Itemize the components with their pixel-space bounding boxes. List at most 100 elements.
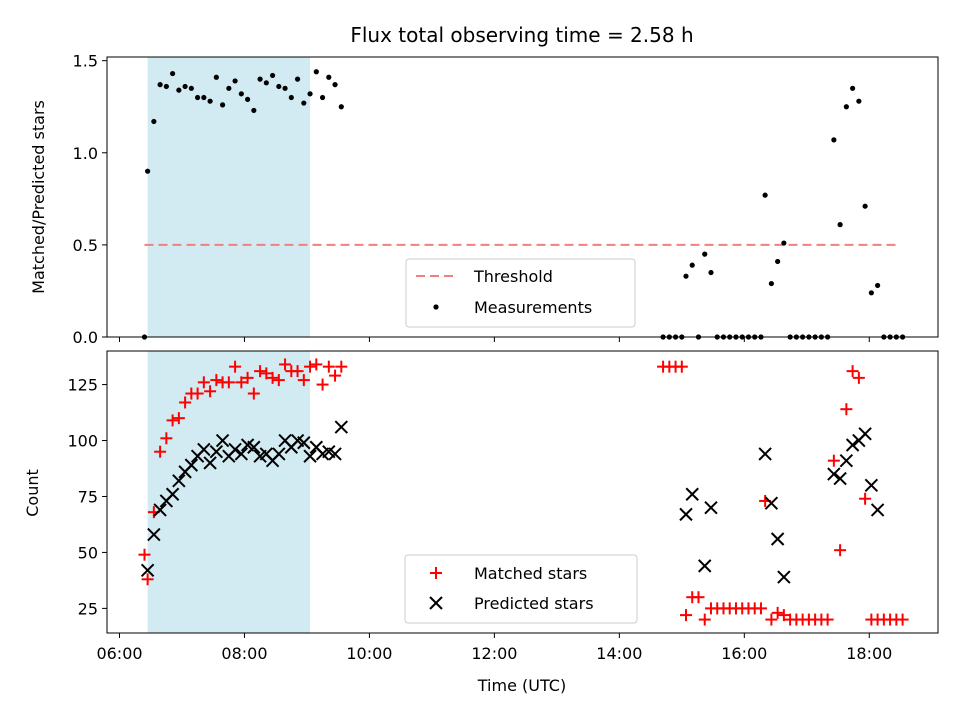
measurement-point: [319, 94, 326, 101]
measurement-point: [762, 192, 768, 198]
predicted-star-point: [704, 500, 718, 515]
bottom-y-tick-label: 100: [67, 432, 98, 451]
matched-star-point: [197, 376, 210, 389]
x-tick-label: 08:00: [221, 644, 267, 663]
matched-star-point: [266, 371, 279, 384]
matched-star-point: [846, 365, 859, 378]
top-y-tick-label: 1.5: [73, 52, 98, 71]
measurement-point: [781, 240, 787, 246]
threshold-legend-label: Threshold: [473, 267, 553, 286]
measurement-point: [775, 258, 781, 265]
matched-star-point: [679, 609, 692, 622]
matched-star-point: [771, 606, 784, 619]
measurement-point: [326, 74, 332, 80]
measurement-point: [188, 85, 194, 91]
predicted-star-point: [328, 447, 342, 461]
measurement-point: [875, 282, 881, 289]
measurement-point: [263, 80, 269, 86]
measurement-point: [170, 70, 176, 77]
predicted-star-point: [147, 527, 161, 542]
matched-star-point: [827, 454, 840, 467]
matched-star-point: [310, 358, 323, 371]
matched-star-point: [777, 609, 790, 622]
chart-title: Flux total observing time = 2.58 h: [350, 23, 693, 47]
measurement-point: [288, 94, 294, 101]
measurement-point: [831, 137, 837, 143]
matched-star-point: [160, 432, 173, 445]
top-y-tick-label: 1.0: [73, 144, 98, 163]
matched-star-point: [179, 396, 192, 409]
measurement-point: [257, 76, 263, 82]
predicted-star-point: [679, 507, 693, 522]
matched-star-point: [692, 591, 705, 604]
top-panel: 0.0 0.5 1.0 1.5 Matched/Predicted stars Thr…: [29, 52, 939, 347]
measurement-point: [207, 98, 213, 104]
matched-star-point: [235, 376, 248, 389]
bottom-y-tick-label: 75: [78, 487, 98, 506]
matched-star-point: [154, 445, 167, 458]
top-y-tick-label: 0.5: [73, 236, 98, 255]
predicted-star-point: [184, 458, 199, 472]
measurement-point: [194, 94, 201, 101]
top-panel-frame: [106, 56, 939, 338]
matched-star-point: [247, 387, 260, 400]
matched-star-point: [840, 403, 853, 416]
predicted-star-point: [153, 503, 167, 517]
top-legend: Threshold Measurements: [405, 258, 636, 328]
predicted-star-point: [303, 449, 317, 463]
predicted-star-point: [698, 559, 712, 573]
top-y-tick-label: 0.0: [73, 328, 98, 347]
matched-star-point: [210, 374, 223, 387]
matched-star-point: [754, 602, 767, 615]
matched-star-point: [141, 573, 154, 586]
measurement-point: [282, 85, 288, 91]
matched-legend-label: Matched stars: [474, 564, 587, 583]
x-tick-label: 16:00: [721, 644, 767, 663]
predicted-legend-label: Predicted stars: [474, 594, 594, 613]
predicted-star-point: [140, 563, 155, 578]
predicted-star-point: [209, 445, 224, 459]
predicted-star-point: [764, 496, 779, 510]
predicted-star-point: [215, 433, 230, 448]
matched-star-point: [852, 371, 865, 384]
measurement-point: [307, 91, 313, 97]
measurements-legend-marker: [433, 304, 439, 310]
measurement-point: [213, 74, 219, 80]
matched-star-point: [204, 385, 217, 398]
matched-star-point: [229, 360, 242, 373]
matched-star-point: [896, 613, 909, 626]
predicted-star-point: [827, 467, 841, 481]
measurement-point: [332, 82, 338, 88]
measurement-point: [269, 72, 276, 79]
x-tick-label: 18:00: [846, 644, 892, 663]
measurement-point: [862, 203, 868, 209]
matched-star-point: [322, 360, 335, 373]
measurement-point: [145, 168, 151, 174]
predicted-star-point: [833, 471, 847, 486]
bottom-y-tick-label: 50: [78, 543, 98, 562]
measurement-point: [276, 83, 282, 90]
measurement-point: [182, 83, 188, 90]
predicted-star-point: [334, 420, 349, 434]
matched-star-point: [765, 613, 778, 626]
bottom-y-tick-label: 125: [67, 376, 98, 395]
bottom-panel-frame: [106, 350, 939, 634]
predicted-star-point: [777, 570, 791, 584]
x-tick-label: 10:00: [346, 644, 392, 663]
measurement-point: [157, 82, 163, 88]
measurement-point: [683, 273, 689, 279]
measurement-point: [301, 100, 307, 106]
x-axis-label: Time (UTC): [477, 676, 566, 695]
x-tick-label: 12:00: [471, 644, 517, 663]
measurement-point: [232, 78, 238, 84]
x-tick-label: 14:00: [596, 644, 642, 663]
predicted-star-point: [858, 427, 872, 441]
bottom-legend: Matched stars Predicted stars: [404, 554, 638, 624]
matched-star-point: [329, 369, 342, 382]
matched-star-point: [834, 544, 847, 557]
measurement-point: [238, 91, 244, 97]
measurement-point: [201, 94, 207, 101]
bottom-panel: 25 50 75 100 125 06:00 08:00 10:00 12:00 14:00 16…: [23, 350, 939, 695]
predicted-star-point: [247, 440, 261, 454]
